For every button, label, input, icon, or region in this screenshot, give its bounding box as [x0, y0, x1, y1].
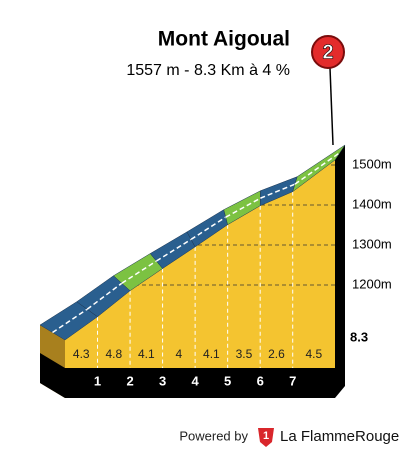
x-tick-label: 6: [257, 373, 264, 388]
gradient-label: 4.1: [138, 347, 155, 361]
front-face: [65, 160, 335, 368]
badge-line: [329, 67, 334, 146]
footer-brand: La FlammeRouge: [280, 428, 399, 445]
x-tick-label: 2: [126, 373, 133, 388]
y-tick-label: 1300m: [352, 236, 392, 251]
chart-title: Mont Aigoual: [158, 28, 290, 51]
x-tick-label: 5: [224, 373, 231, 388]
road-segment: [292, 144, 346, 193]
x-tick-label: 3: [159, 373, 166, 388]
base-strip: [65, 368, 335, 398]
y-tick-label: 1200m: [352, 276, 392, 291]
x-tick-label: 1: [94, 373, 101, 388]
x-tick-label: 4: [192, 373, 200, 388]
road-centerline: [156, 238, 192, 262]
footer-text: Powered by: [179, 428, 248, 443]
footer-logo-shape: [258, 428, 274, 447]
right-face: [335, 145, 345, 398]
gradient-label: 3.5: [236, 347, 253, 361]
gradient-label: 4.3: [73, 347, 90, 361]
road-centerline: [121, 260, 157, 284]
x-tick-label: 7: [289, 373, 296, 388]
category-badge: [311, 35, 345, 69]
road-centerline: [52, 308, 88, 334]
end-label: 8.3: [350, 329, 368, 344]
chart-subtitle: 1557 m - 8.3 Km à 4 %: [126, 62, 290, 79]
gradient-label: 4.1: [203, 347, 220, 361]
gradient-label: 4.8: [105, 347, 122, 361]
y-tick-label: 1400m: [352, 196, 392, 211]
gradient-label: 2.6: [268, 347, 285, 361]
base-left: [40, 353, 65, 398]
road-centerline: [225, 197, 261, 218]
road-centerline: [294, 151, 341, 185]
footer-logo: 1: [263, 430, 269, 442]
road-centerline: [86, 282, 123, 310]
road-centerline: [260, 183, 296, 199]
gradient-label: 4: [176, 347, 183, 361]
road-centerline: [190, 216, 227, 241]
category-label: 2: [322, 41, 333, 63]
gradient-label: 4.5: [306, 347, 323, 361]
y-tick-label: 1500m: [352, 156, 392, 171]
